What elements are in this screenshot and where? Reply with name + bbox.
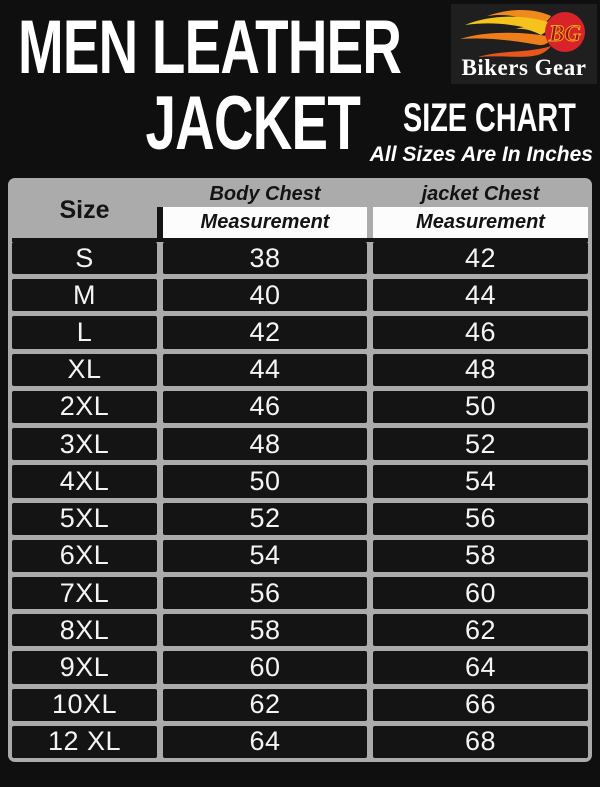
page-title-line1-text: MEN LEATHER	[18, 5, 402, 90]
size-table: Size Body Chest Measurement jacket Chest…	[8, 178, 592, 762]
size-cell: 12 XL	[12, 725, 157, 758]
body-chest-cell: 52	[163, 502, 367, 535]
jacket-chest-measurement-label: Measurement	[373, 207, 588, 238]
jacket-chest-cell: 68	[373, 725, 588, 758]
table-row: 6XL 54 58	[12, 539, 588, 572]
table-row: 5XL 52 56	[12, 502, 588, 535]
jacket-chest-cell: 62	[373, 614, 588, 647]
size-cell: 4XL	[12, 465, 157, 498]
body-chest-cell: 56	[163, 576, 367, 610]
size-cell: 6XL	[12, 539, 157, 572]
table-row: 2XL 46 50	[12, 390, 588, 424]
size-cell: M	[12, 279, 157, 312]
page-title-line2: JACKET	[18, 86, 360, 162]
body-chest-cell: 62	[163, 688, 367, 721]
jacket-chest-cell: 66	[373, 688, 588, 721]
jacket-chest-cell: 58	[373, 539, 588, 572]
table-row: 8XL 58 62	[12, 614, 588, 647]
flame-fireball-icon: BG	[460, 9, 585, 57]
body-chest-cell: 50	[163, 465, 367, 498]
size-cell: XL	[12, 353, 157, 386]
jacket-chest-label: jacket Chest	[421, 183, 540, 205]
table-row: 7XL 56 60	[12, 576, 588, 610]
body-chest-measurement-label: Measurement	[163, 207, 367, 238]
body-chest-cell: 44	[163, 353, 367, 386]
body-chest-cell: 42	[163, 316, 367, 349]
size-cell: 8XL	[12, 614, 157, 647]
jacket-chest-column-header: jacket Chest Measurement	[373, 182, 588, 238]
jacket-chest-cell: 42	[373, 242, 588, 275]
size-column-header: Size	[59, 195, 110, 224]
page-title: MEN LEATHER JACKET	[18, 10, 402, 162]
units-note: All Sizes Are In Inches	[369, 143, 593, 166]
size-chart-heading-text: SIZE CHART	[403, 96, 576, 140]
table-row: M 40 44	[12, 279, 588, 312]
size-cell: 2XL	[12, 390, 157, 424]
table-body: S 38 42 M 40 44 L 42 46 XL 44 48 2XL 46	[12, 238, 588, 758]
table-row: XL 44 48	[12, 353, 588, 386]
body-chest-label: Body Chest	[209, 183, 321, 205]
body-chest-cell: 38	[163, 242, 367, 275]
table-row: 12 XL 64 68	[12, 725, 588, 758]
size-cell: 10XL	[12, 688, 157, 721]
body-chest-cell: 60	[163, 651, 367, 684]
table-row: 9XL 60 64	[12, 651, 588, 684]
body-chest-cell: 64	[163, 725, 367, 758]
table-row: L 42 46	[12, 316, 588, 349]
size-cell: 9XL	[12, 651, 157, 684]
jacket-chest-cell: 50	[373, 390, 588, 424]
table-row: 4XL 50 54	[12, 465, 588, 498]
table-header: Size Body Chest Measurement jacket Chest…	[12, 182, 588, 238]
page-title-line1: MEN LEATHER	[18, 10, 402, 86]
jacket-chest-cell: 60	[373, 576, 588, 610]
table-row: 3XL 48 52	[12, 428, 588, 461]
size-cell: 3XL	[12, 428, 157, 461]
size-cell: S	[12, 242, 157, 275]
size-cell: L	[12, 316, 157, 349]
jacket-chest-cell: 54	[373, 465, 588, 498]
table-row: 10XL 62 66	[12, 688, 588, 721]
size-cell: 5XL	[12, 502, 157, 535]
body-chest-column-header: Body Chest Measurement	[163, 182, 367, 238]
body-chest-cell: 46	[163, 390, 367, 424]
jacket-chest-cell: 46	[373, 316, 588, 349]
page-title-line2-text: JACKET	[145, 81, 360, 166]
brand-logo: BG Bikers Gear	[451, 4, 597, 84]
jacket-chest-cell: 44	[373, 279, 588, 312]
body-chest-cell: 48	[163, 428, 367, 461]
table-row: S 38 42	[12, 242, 588, 275]
logo-monogram: BG	[548, 21, 581, 46]
size-chart-heading: SIZE CHART	[403, 96, 600, 140]
jacket-chest-cell: 48	[373, 353, 588, 386]
body-chest-cell: 54	[163, 539, 367, 572]
body-chest-cell: 58	[163, 614, 367, 647]
brand-name: Bikers Gear	[461, 55, 587, 80]
jacket-chest-cell: 56	[373, 502, 588, 535]
jacket-chest-cell: 64	[373, 651, 588, 684]
size-cell: 7XL	[12, 576, 157, 610]
body-chest-cell: 40	[163, 279, 367, 312]
jacket-chest-cell: 52	[373, 428, 588, 461]
